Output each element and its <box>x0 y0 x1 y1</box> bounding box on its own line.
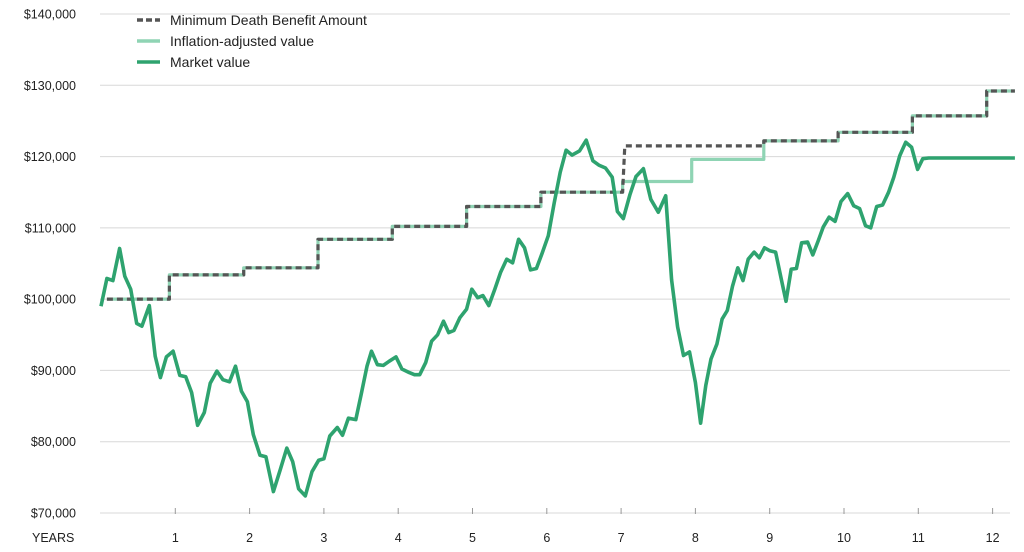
x-tick-label: 4 <box>395 531 402 545</box>
x-tick-label: 9 <box>766 531 773 545</box>
x-axis-tick-labels: 1 2 3 4 5 6 7 8 9 10 11 12 <box>172 508 1000 545</box>
series-line-2 <box>99 138 1015 498</box>
grid-lines <box>100 13 1010 514</box>
x-tick-label: 1 <box>172 531 179 545</box>
y-tick-label: $70,000 <box>31 507 76 521</box>
y-tick-label: $130,000 <box>24 79 76 93</box>
x-tick-label: 10 <box>837 531 851 545</box>
y-axis-tick-labels: $70,000 $80,000 $90,000 $100,000 $110,000 $12… <box>24 8 76 521</box>
x-tick-label: 5 <box>469 531 476 545</box>
series-lines <box>99 89 1015 498</box>
legend: Minimum Death Benefit Amount Inflation-ad… <box>137 12 367 70</box>
x-tick-label: 3 <box>320 531 327 545</box>
x-tick-label: 8 <box>692 531 699 545</box>
y-tick-label: $90,000 <box>31 364 76 378</box>
series-line-0 <box>106 89 1015 301</box>
x-tick-label: 2 <box>246 531 253 545</box>
legend-label: Market value <box>170 54 250 70</box>
x-tick-label: 11 <box>912 531 925 545</box>
x-tick-label: 6 <box>543 531 550 545</box>
y-tick-label: $140,000 <box>24 8 76 22</box>
legend-label: Inflation-adjusted value <box>170 33 314 49</box>
y-tick-label: $80,000 <box>31 435 76 449</box>
y-tick-label: $110,000 <box>25 221 76 235</box>
x-axis-label: YEARS <box>32 531 74 545</box>
x-tick-label: 7 <box>618 531 625 545</box>
y-tick-label: $100,000 <box>24 293 76 307</box>
y-tick-label: $120,000 <box>24 150 76 164</box>
x-tick-label: 12 <box>986 531 1000 545</box>
legend-label: Minimum Death Benefit Amount <box>170 12 367 28</box>
series-line-1 <box>106 89 1015 301</box>
